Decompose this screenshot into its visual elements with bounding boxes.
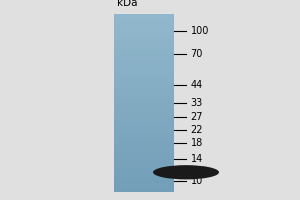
Bar	[114, 127, 174, 130]
Text: 14: 14	[190, 154, 203, 164]
Bar	[114, 56, 174, 58]
Bar	[114, 58, 174, 61]
Bar	[114, 76, 174, 79]
Bar	[114, 44, 174, 47]
Bar	[114, 130, 174, 133]
Text: kDa: kDa	[117, 0, 137, 8]
Bar	[114, 29, 174, 32]
Bar	[114, 109, 174, 112]
Bar	[114, 148, 174, 150]
Bar	[114, 159, 174, 162]
Bar	[114, 186, 174, 189]
Bar	[114, 73, 174, 76]
Bar	[114, 183, 174, 186]
Bar	[114, 35, 174, 38]
Bar	[114, 91, 174, 94]
Bar	[114, 64, 174, 67]
Bar	[114, 171, 174, 174]
Bar	[114, 85, 174, 88]
Bar	[114, 79, 174, 82]
Text: 44: 44	[190, 80, 203, 90]
Bar	[114, 115, 174, 118]
Bar	[114, 32, 174, 35]
Bar	[114, 41, 174, 44]
Bar	[114, 47, 174, 50]
Bar	[114, 61, 174, 64]
Bar	[114, 67, 174, 70]
Bar	[114, 118, 174, 121]
Bar	[114, 189, 174, 192]
Bar	[114, 150, 174, 153]
Bar	[114, 174, 174, 177]
Bar	[114, 168, 174, 171]
Text: 100: 100	[190, 26, 209, 36]
Bar	[114, 88, 174, 91]
Bar	[114, 94, 174, 97]
Bar	[114, 112, 174, 115]
Bar	[114, 20, 174, 23]
Bar	[114, 17, 174, 20]
Bar	[114, 139, 174, 142]
Bar	[114, 133, 174, 136]
Bar	[114, 53, 174, 56]
Bar	[114, 136, 174, 139]
Bar	[114, 23, 174, 26]
Bar	[114, 100, 174, 103]
Bar	[114, 121, 174, 124]
Text: 18: 18	[190, 138, 203, 148]
Bar	[114, 50, 174, 53]
Bar	[114, 70, 174, 73]
Bar	[114, 14, 174, 17]
Bar	[114, 165, 174, 168]
Bar	[114, 162, 174, 165]
Ellipse shape	[153, 165, 219, 179]
Text: 27: 27	[190, 112, 203, 122]
Bar	[114, 82, 174, 85]
Bar	[114, 103, 174, 106]
Bar	[114, 177, 174, 180]
Bar	[114, 153, 174, 156]
Bar	[114, 106, 174, 109]
Bar	[114, 38, 174, 41]
Bar	[114, 145, 174, 148]
Bar	[114, 124, 174, 127]
Text: 10: 10	[190, 176, 203, 186]
Text: 22: 22	[190, 125, 203, 135]
Text: 70: 70	[190, 49, 203, 59]
Bar	[114, 156, 174, 159]
Bar	[114, 97, 174, 100]
Bar	[114, 142, 174, 145]
Bar	[114, 180, 174, 183]
Bar	[114, 26, 174, 29]
Text: 33: 33	[190, 98, 203, 108]
